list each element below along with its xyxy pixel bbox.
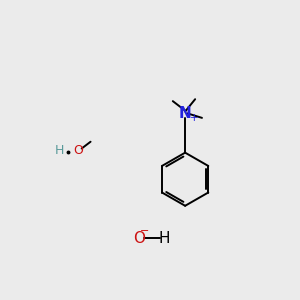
Text: O: O — [73, 144, 83, 157]
Text: H: H — [158, 231, 170, 246]
Text: N: N — [179, 106, 191, 121]
Text: −: − — [140, 226, 149, 236]
Text: O: O — [133, 231, 145, 246]
Text: +: + — [190, 113, 198, 124]
Text: H: H — [55, 144, 64, 157]
